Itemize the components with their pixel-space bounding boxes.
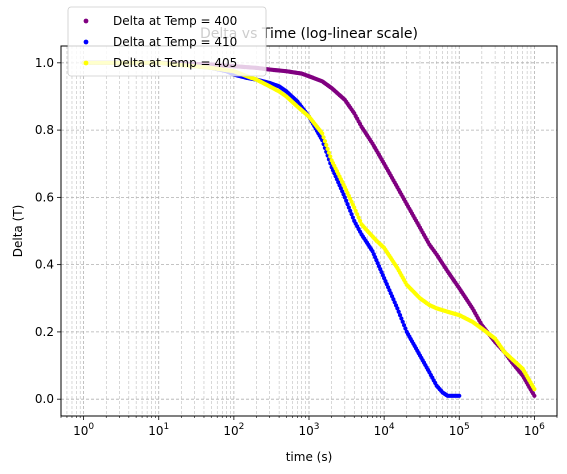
- data-point: [356, 215, 361, 220]
- data-point: [342, 195, 347, 200]
- data-point: [401, 323, 407, 328]
- y-tick-label: 0.6: [35, 190, 54, 204]
- data-point: [395, 306, 400, 311]
- data-point: [353, 208, 358, 213]
- data-point: [532, 393, 537, 398]
- legend-label: Delta at Temp = 400: [113, 14, 237, 28]
- y-tick-label: 0.4: [35, 258, 54, 272]
- data-point: [325, 146, 330, 151]
- data-point: [349, 212, 354, 217]
- data-point: [348, 208, 353, 213]
- y-tick-label: 0.0: [35, 392, 54, 406]
- data-point: [403, 326, 408, 331]
- data-point: [350, 215, 355, 220]
- legend-marker: [83, 18, 89, 24]
- data-point: [400, 319, 405, 324]
- y-tick-label: 0.8: [35, 123, 54, 137]
- data-point: [344, 198, 349, 203]
- data-point: [457, 393, 462, 398]
- data-point: [357, 218, 363, 224]
- data-point: [399, 316, 404, 321]
- data-point: [322, 139, 328, 144]
- x-tick-label: 103: [298, 422, 319, 438]
- y-tick-label: 0.2: [35, 325, 54, 339]
- y-tick-label: 1.0: [35, 56, 54, 70]
- x-tick-label: 101: [148, 422, 169, 438]
- x-tick-label: 105: [449, 422, 470, 438]
- legend-box: [67, 6, 267, 77]
- data-point: [345, 201, 350, 207]
- data-point: [321, 135, 326, 140]
- legend-label: Delta at Temp = 410: [113, 35, 237, 49]
- legend-marker: [83, 39, 89, 45]
- legend-marker: [83, 60, 89, 66]
- data-point: [396, 309, 401, 314]
- data-point: [355, 212, 360, 217]
- data-point: [320, 131, 325, 136]
- data-point: [532, 386, 537, 392]
- legend: Delta at Temp = 400 Delta at Temp = 410 De…: [67, 6, 267, 77]
- data-point: [352, 205, 357, 210]
- data-point: [346, 205, 351, 210]
- grid: [60, 46, 558, 416]
- data-point: [326, 150, 332, 155]
- legend-label: Delta at Temp = 405: [113, 56, 237, 70]
- x-tick-label: 102: [223, 422, 244, 438]
- data-point: [328, 154, 333, 159]
- x-tick-label: 100: [73, 422, 94, 438]
- x-tick-label: 104: [374, 422, 395, 438]
- x-tick-label: 106: [524, 422, 545, 438]
- axis-ticks: 100 101 102 103 104 105 106 0.0 0.2 0.4 0.6 0.8 1.0: [35, 56, 558, 438]
- x-axis-label: time (s): [286, 450, 333, 464]
- data-point: [397, 312, 403, 318]
- data-point: [324, 142, 329, 148]
- y-axis-label: Delta (T): [11, 205, 25, 258]
